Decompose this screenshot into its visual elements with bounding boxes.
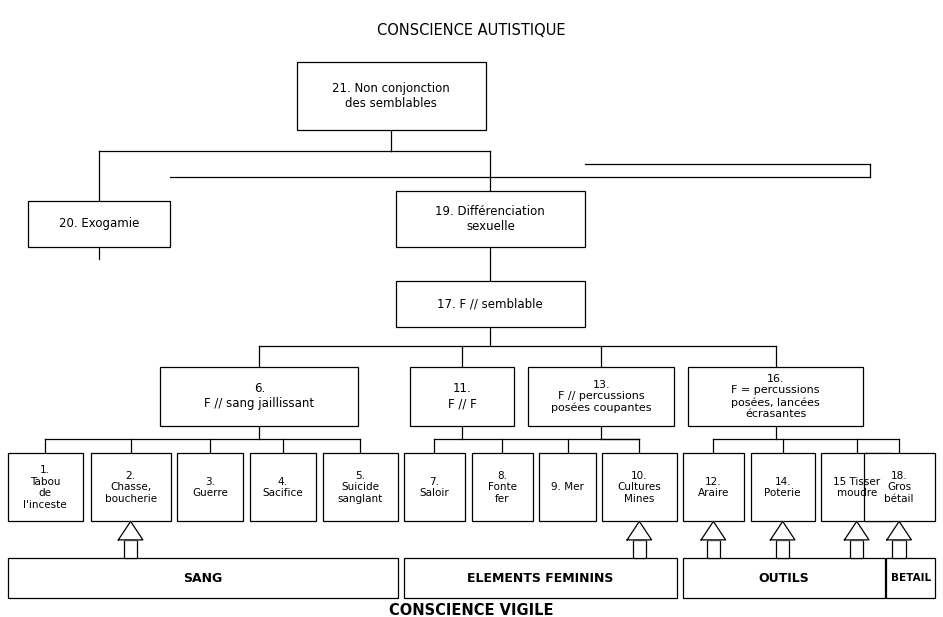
Bar bbox=[297, 62, 486, 130]
Bar bbox=[91, 453, 171, 521]
Text: 3.
Guerre: 3. Guerre bbox=[192, 476, 228, 499]
Bar bbox=[892, 540, 906, 558]
Bar bbox=[850, 540, 864, 558]
Bar bbox=[683, 558, 885, 598]
Text: 12.
Araire: 12. Araire bbox=[698, 476, 729, 499]
Bar bbox=[886, 558, 935, 598]
Text: CONSCIENCE AUTISTIQUE: CONSCIENCE AUTISTIQUE bbox=[377, 23, 566, 38]
Polygon shape bbox=[702, 521, 726, 540]
Bar bbox=[177, 453, 243, 521]
Text: CONSCIENCE VIGILE: CONSCIENCE VIGILE bbox=[389, 603, 554, 617]
Polygon shape bbox=[770, 521, 795, 540]
Text: 9. Mer: 9. Mer bbox=[552, 482, 584, 492]
Polygon shape bbox=[119, 521, 143, 540]
Text: 1.
Tabou
de
l'inceste: 1. Tabou de l'inceste bbox=[24, 465, 67, 510]
Bar bbox=[683, 453, 744, 521]
Bar bbox=[404, 558, 677, 598]
Bar bbox=[602, 453, 677, 521]
Text: 16.
F = percussions
posées, lancées
écrasantes: 16. F = percussions posées, lancées écra… bbox=[731, 374, 820, 419]
Bar bbox=[776, 540, 789, 558]
Bar bbox=[633, 540, 646, 558]
Text: 14.
Poterie: 14. Poterie bbox=[765, 476, 801, 499]
Bar bbox=[8, 453, 83, 521]
Text: 13.
F // percussions
posées coupantes: 13. F // percussions posées coupantes bbox=[551, 379, 652, 413]
Text: 10.
Cultures
Mines: 10. Cultures Mines bbox=[618, 471, 661, 504]
Text: 19. Différenciation
sexuelle: 19. Différenciation sexuelle bbox=[436, 205, 545, 233]
Bar bbox=[472, 453, 533, 521]
Bar bbox=[706, 540, 720, 558]
Text: 5.
Suicide
sanglant: 5. Suicide sanglant bbox=[338, 471, 383, 504]
Text: 17. F // semblable: 17. F // semblable bbox=[438, 297, 543, 310]
Text: 4.
Sacifice: 4. Sacifice bbox=[262, 476, 304, 499]
Text: 11.
F // F: 11. F // F bbox=[448, 383, 476, 410]
Text: 18.
Gros
bétail: 18. Gros bétail bbox=[885, 471, 914, 504]
Text: ELEMENTS FEMININS: ELEMENTS FEMININS bbox=[467, 572, 614, 585]
Polygon shape bbox=[886, 521, 911, 540]
Text: 7.
Saloir: 7. Saloir bbox=[420, 476, 449, 499]
Bar bbox=[28, 201, 170, 247]
Text: BETAIL: BETAIL bbox=[891, 573, 931, 584]
Bar bbox=[528, 367, 674, 426]
Bar bbox=[8, 558, 398, 598]
Text: 20. Exogamie: 20. Exogamie bbox=[58, 217, 140, 230]
Bar bbox=[160, 367, 358, 426]
Text: 6.
F // sang jaillissant: 6. F // sang jaillissant bbox=[205, 383, 314, 410]
Bar bbox=[864, 453, 935, 521]
Bar bbox=[821, 453, 892, 521]
Bar bbox=[751, 453, 815, 521]
Text: 8.
Fonte
fer: 8. Fonte fer bbox=[488, 471, 517, 504]
Text: 15 Tisser
moudre: 15 Tisser moudre bbox=[834, 476, 880, 499]
Bar bbox=[396, 191, 585, 247]
Bar bbox=[396, 281, 585, 327]
Bar bbox=[323, 453, 398, 521]
Bar bbox=[410, 367, 514, 426]
Bar bbox=[250, 453, 316, 521]
Text: 2.
Chasse,
boucherie: 2. Chasse, boucherie bbox=[105, 471, 157, 504]
Bar bbox=[539, 453, 596, 521]
Text: 21. Non conjonction
des semblables: 21. Non conjonction des semblables bbox=[333, 81, 450, 110]
Polygon shape bbox=[845, 521, 869, 540]
Bar bbox=[688, 367, 863, 426]
Bar bbox=[404, 453, 465, 521]
Polygon shape bbox=[627, 521, 652, 540]
Bar bbox=[124, 540, 138, 558]
Text: SANG: SANG bbox=[183, 572, 223, 585]
Text: OUTILS: OUTILS bbox=[759, 572, 809, 585]
